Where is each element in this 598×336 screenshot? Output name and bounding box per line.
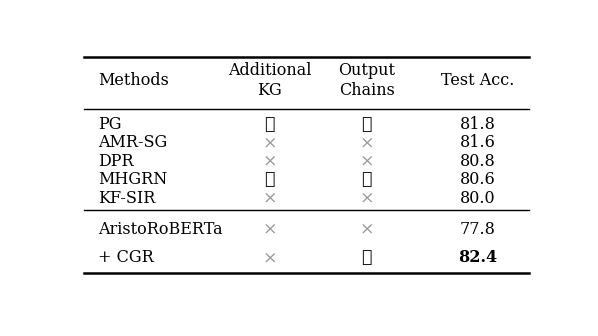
Text: 80.8: 80.8 <box>460 153 496 170</box>
Text: ×: × <box>359 153 374 170</box>
Text: ×: × <box>262 249 277 266</box>
Text: ×: × <box>359 134 374 152</box>
Text: Output
Chains: Output Chains <box>338 62 395 99</box>
Text: AMR-SG: AMR-SG <box>98 134 167 152</box>
Text: Test Acc.: Test Acc. <box>441 72 515 89</box>
Text: ×: × <box>359 190 374 207</box>
Text: 80.6: 80.6 <box>460 171 496 188</box>
Text: MHGRN: MHGRN <box>98 171 167 188</box>
Text: 82.4: 82.4 <box>459 249 498 266</box>
Text: DPR: DPR <box>98 153 133 170</box>
Text: ×: × <box>262 221 277 238</box>
Text: Methods: Methods <box>98 72 169 89</box>
Text: ✓: ✓ <box>264 116 274 133</box>
Text: Additional
KG: Additional KG <box>228 62 311 99</box>
Text: ×: × <box>262 134 277 152</box>
Text: ×: × <box>262 153 277 170</box>
Text: 77.8: 77.8 <box>460 221 496 238</box>
Text: + CGR: + CGR <box>98 249 154 266</box>
Text: ✓: ✓ <box>264 171 274 188</box>
Text: 80.0: 80.0 <box>460 190 496 207</box>
Text: 81.8: 81.8 <box>460 116 496 133</box>
Text: ✓: ✓ <box>362 249 372 266</box>
Text: KF-SIR: KF-SIR <box>98 190 155 207</box>
Text: ×: × <box>262 190 277 207</box>
Text: PG: PG <box>98 116 121 133</box>
Text: ×: × <box>359 221 374 238</box>
Text: 81.6: 81.6 <box>460 134 496 152</box>
Text: ✓: ✓ <box>362 171 372 188</box>
Text: AristoRoBERTa: AristoRoBERTa <box>98 221 222 238</box>
Text: ✓: ✓ <box>362 116 372 133</box>
